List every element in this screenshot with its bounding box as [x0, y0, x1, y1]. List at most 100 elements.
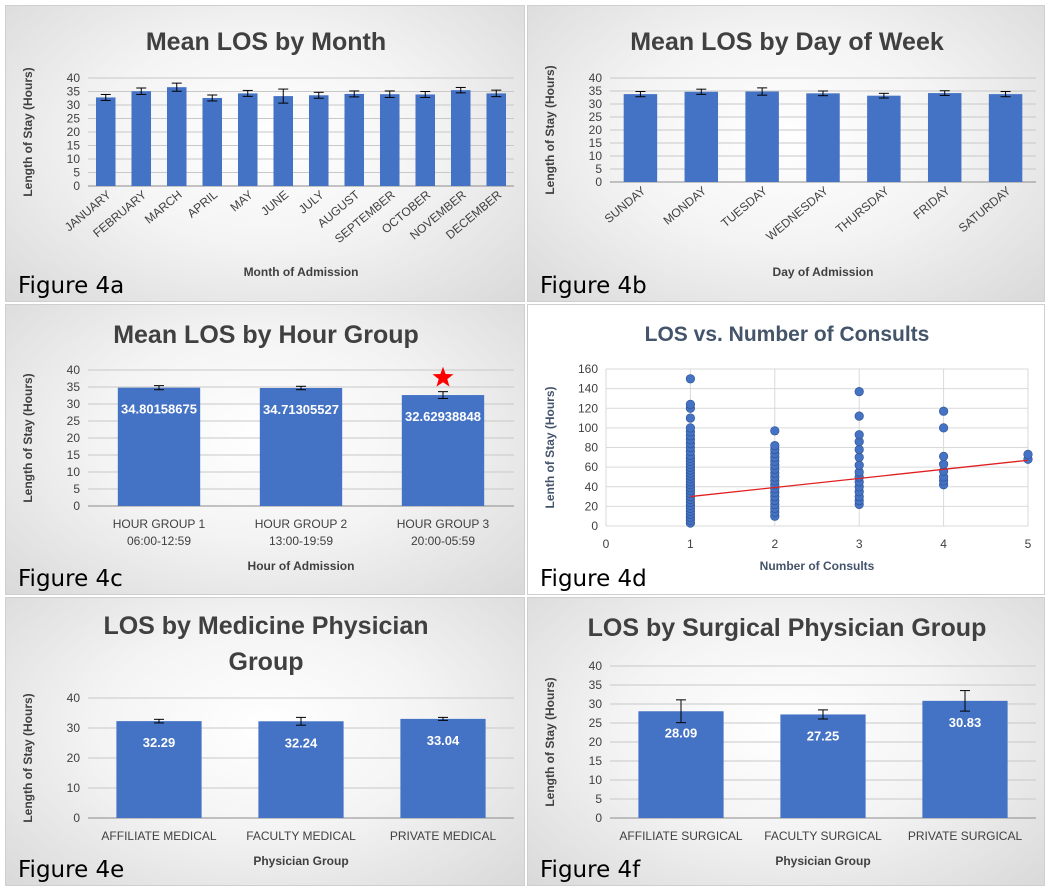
x-tick-label: APRIL — [185, 187, 221, 220]
bar — [415, 94, 436, 186]
y-tick-label: 15 — [67, 448, 81, 462]
data-label: 34.80158675 — [121, 402, 197, 417]
y-tick-label: 160 — [578, 362, 598, 376]
significance-star — [432, 366, 454, 387]
bar — [623, 94, 658, 182]
data-point — [939, 423, 949, 433]
y-axis-label: Length of Stay (Hours) — [21, 373, 35, 502]
bar — [806, 93, 840, 182]
y-tick-label: 40 — [589, 71, 603, 85]
x-tick-label: 2 — [771, 537, 778, 551]
x-tick-label: FACULTY SURGICAL — [764, 829, 882, 843]
data-point — [854, 386, 864, 397]
y-axis-label: Length of Stay (Hours) — [21, 693, 35, 822]
y-tick-label: 15 — [589, 136, 603, 150]
y-tick-label: 20 — [67, 751, 81, 765]
chart-title: LOS by Surgical Physician Group — [588, 614, 987, 642]
panel-figure-4b: Mean LOS by Day of Week 0 5 10 15 20 25 30 35 40 L… — [527, 5, 1045, 302]
x-tick-label: HOUR GROUP 2 — [255, 517, 348, 531]
x-tick-label: SATURDAY — [956, 184, 1014, 236]
panel-figure-4d: LOS vs. Number of Consults 0 20 40 60 80 100 12… — [527, 304, 1045, 595]
bar — [638, 711, 724, 818]
y-tick-label: 35 — [589, 678, 603, 692]
data-point — [685, 413, 695, 423]
data-point — [939, 459, 949, 469]
bar — [273, 96, 294, 186]
y-tick-label: 30 — [67, 397, 81, 411]
bar — [745, 91, 779, 182]
x-tick-label: TUESDAY — [718, 184, 770, 231]
y-tick-label: 30 — [67, 721, 81, 735]
x-tick-label: 0 — [603, 537, 610, 551]
y-tick-label: 20 — [67, 431, 81, 445]
y-tick-label: 0 — [591, 519, 598, 533]
y-tick-label: 40 — [67, 691, 81, 705]
x-tick-label: 13:00-19:59 — [269, 534, 333, 548]
x-tick-label: JULY — [296, 188, 327, 217]
x-tick-label: AFFILIATE MEDICAL — [101, 829, 216, 843]
y-tick-label: 100 — [578, 421, 598, 435]
chart-los-by-surgical-group: LOS by Surgical Physician Group 0 5 10 15 20 2… — [543, 614, 1036, 868]
y-tick-label: 10 — [67, 465, 81, 479]
bar — [259, 387, 343, 506]
y-tick-label: 15 — [67, 139, 81, 153]
x-axis-label: Hour of Admission — [248, 559, 355, 573]
y-tick-label: 25 — [67, 414, 81, 428]
data-label: 30.83 — [949, 715, 982, 730]
bar — [400, 718, 486, 818]
x-tick-label: 3 — [856, 537, 863, 551]
y-tick-label: 10 — [67, 781, 81, 795]
y-tick-label: 20 — [589, 735, 603, 749]
bar — [344, 93, 365, 186]
y-tick-label: 0 — [595, 811, 602, 825]
y-tick-label: 20 — [67, 125, 81, 139]
x-tick-label: 5 — [1025, 537, 1032, 551]
x-tick-label: SUNDAY — [602, 184, 649, 226]
y-tick-label: 30 — [589, 697, 603, 711]
x-tick-label: 4 — [940, 537, 947, 551]
data-label: 32.24 — [285, 735, 318, 750]
chart-title: Mean LOS by Month — [146, 28, 386, 56]
x-tick-label: THURSDAY — [833, 184, 892, 237]
bar — [988, 94, 1023, 182]
y-tick-label: 10 — [589, 149, 603, 163]
data-point — [854, 430, 864, 440]
bar — [237, 93, 258, 186]
chart-los-vs-consults: LOS vs. Number of Consults02040608010012… — [543, 323, 1033, 573]
y-axis-label: Lenth of Stay (Hours) — [543, 386, 557, 508]
data-point — [939, 451, 949, 461]
y-tick-label: 35 — [589, 84, 603, 98]
bar — [684, 91, 719, 182]
chart-title: LOS by Medicine Physician — [103, 612, 428, 640]
y-tick-label: 5 — [595, 792, 602, 806]
x-tick-label: PRIVATE SURGICAL — [908, 829, 1023, 843]
panel-figure-4c: Mean LOS by Hour Group 0 5 10 15 20 25 30 35 40 Le… — [5, 304, 525, 595]
figure-label: Figure 4a — [18, 273, 125, 299]
bar — [308, 95, 329, 186]
y-tick-label: 40 — [585, 480, 599, 494]
data-label: 27.25 — [807, 728, 840, 743]
y-axis-label: Length of Stay (Hours) — [543, 677, 557, 806]
bar — [116, 721, 202, 818]
bar — [486, 93, 507, 186]
y-tick-label: 35 — [67, 380, 81, 394]
bar — [131, 91, 152, 186]
x-axis-label: Physician Group — [253, 854, 348, 868]
chart-mean-los-by-hour-group: Mean LOS by Hour Group 0 5 10 15 20 25 30 35 40 Le… — [21, 321, 514, 573]
bar — [780, 714, 866, 818]
bar — [450, 90, 471, 186]
bar — [927, 93, 962, 182]
y-tick-label: 10 — [67, 152, 81, 166]
chart-title: Group — [229, 648, 304, 676]
x-tick-label: HOUR GROUP 1 — [113, 517, 206, 531]
x-tick-label: JUNE — [258, 188, 291, 219]
y-tick-label: 40 — [589, 659, 603, 673]
x-axis-label: Month of Admission — [244, 265, 359, 279]
y-tick-label: 5 — [595, 162, 602, 176]
data-label: 32.62938848 — [405, 409, 481, 424]
y-tick-label: 15 — [589, 754, 603, 768]
x-tick-label: MARCH — [142, 188, 185, 227]
figure-label: Figure 4f — [540, 857, 641, 883]
